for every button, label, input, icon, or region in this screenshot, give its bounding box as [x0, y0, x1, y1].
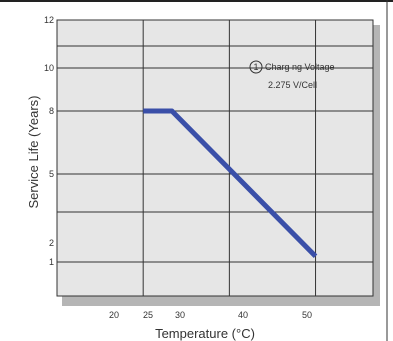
- series-layer: [143, 108, 318, 259]
- x-tick-label: 40: [238, 310, 248, 320]
- x-tick-label: 20: [109, 310, 119, 320]
- service-life-line: [143, 108, 318, 259]
- grid: [56, 19, 374, 297]
- y-tick-label: 5: [49, 169, 54, 179]
- y-tick-label: 8: [49, 106, 54, 116]
- plot-border: [56, 19, 374, 297]
- x-tick-label: 50: [302, 310, 312, 320]
- y-tick-label: 12: [44, 15, 54, 25]
- y-axis-title: Service Life (Years): [26, 96, 41, 209]
- annotation-marker: 1: [253, 62, 258, 72]
- x-tick-label: 25: [143, 310, 153, 320]
- y-tick-label: 1: [49, 257, 54, 267]
- annotation-line1: Charg ng Voltage: [265, 62, 335, 72]
- x-axis-title: Temperature (°C): [155, 326, 255, 341]
- annotation-marker-circle: [249, 60, 263, 74]
- y-tick-label: 2: [49, 238, 54, 248]
- y-tick-label: 10: [44, 63, 54, 73]
- x-tick-label: 30: [175, 310, 185, 320]
- annotation-line2: 2.275 V/Cell: [268, 80, 317, 90]
- annotation: 1 Charg ng Voltage 2.275 V/Cell: [249, 60, 335, 90]
